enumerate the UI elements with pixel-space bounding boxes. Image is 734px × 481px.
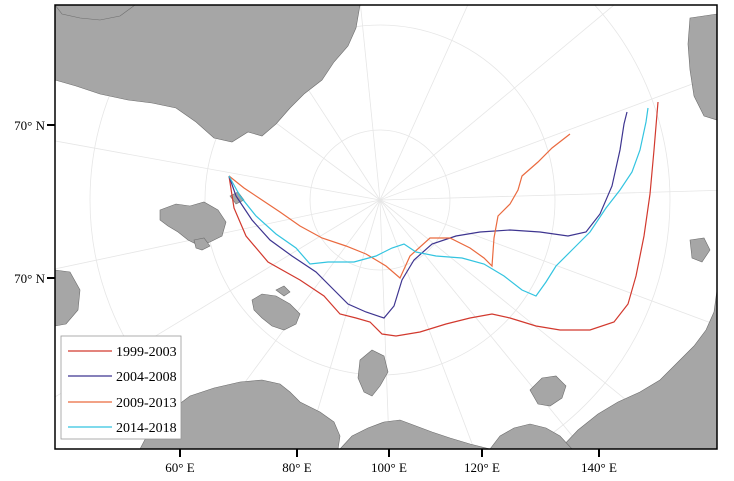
legend: 1999-2003 2004-2008 2009-2013 2014-2018 [60,335,182,440]
legend-label: 2009-2013 [116,396,177,411]
franz-josef-2 [275,285,291,297]
land [55,5,717,449]
taymyr [489,423,573,449]
svalbard-main [159,201,227,247]
siberia [559,289,717,449]
trajectory-2014-2018 [228,107,649,297]
legend-label: 2004-2008 [116,370,177,385]
lon-label: 80° E [282,460,311,475]
lat-label: 70° N [14,118,45,133]
east-island [689,237,711,263]
svalbard-small [193,237,211,251]
lat-label: 70° N [14,271,45,286]
greenland [55,5,361,143]
graticule [55,5,717,449]
lon-label: 140° E [581,460,617,475]
new-siberian-islands [687,13,717,121]
canada-east [55,269,81,327]
map-border [54,4,718,450]
trajectory-2004-2008 [228,111,628,319]
lat-axis: 70° N 70° N [14,118,55,286]
legend-box [60,335,182,440]
lon-label: 120° E [464,460,500,475]
franz-josef-land [251,293,301,331]
ellesmere [55,5,136,21]
kola [339,419,491,449]
lon-label: 100° E [371,460,407,475]
trajectory-1999-2003 [228,101,659,337]
lon-label: 60° E [165,460,194,475]
legend-label: 1999-2003 [116,345,177,360]
legend-label: 2014-2018 [116,421,177,436]
severnaya-zemlya [529,375,567,407]
novaya-zemlya-north [357,349,389,397]
lon-axis: 60° E 80° E 100° E 120° E 140° E [165,449,617,475]
map-panel: 1999-2003 2004-2008 2009-2013 2014-2018 [55,5,717,449]
trajectory-2009-2013 [228,133,571,279]
trajectories [228,101,659,337]
